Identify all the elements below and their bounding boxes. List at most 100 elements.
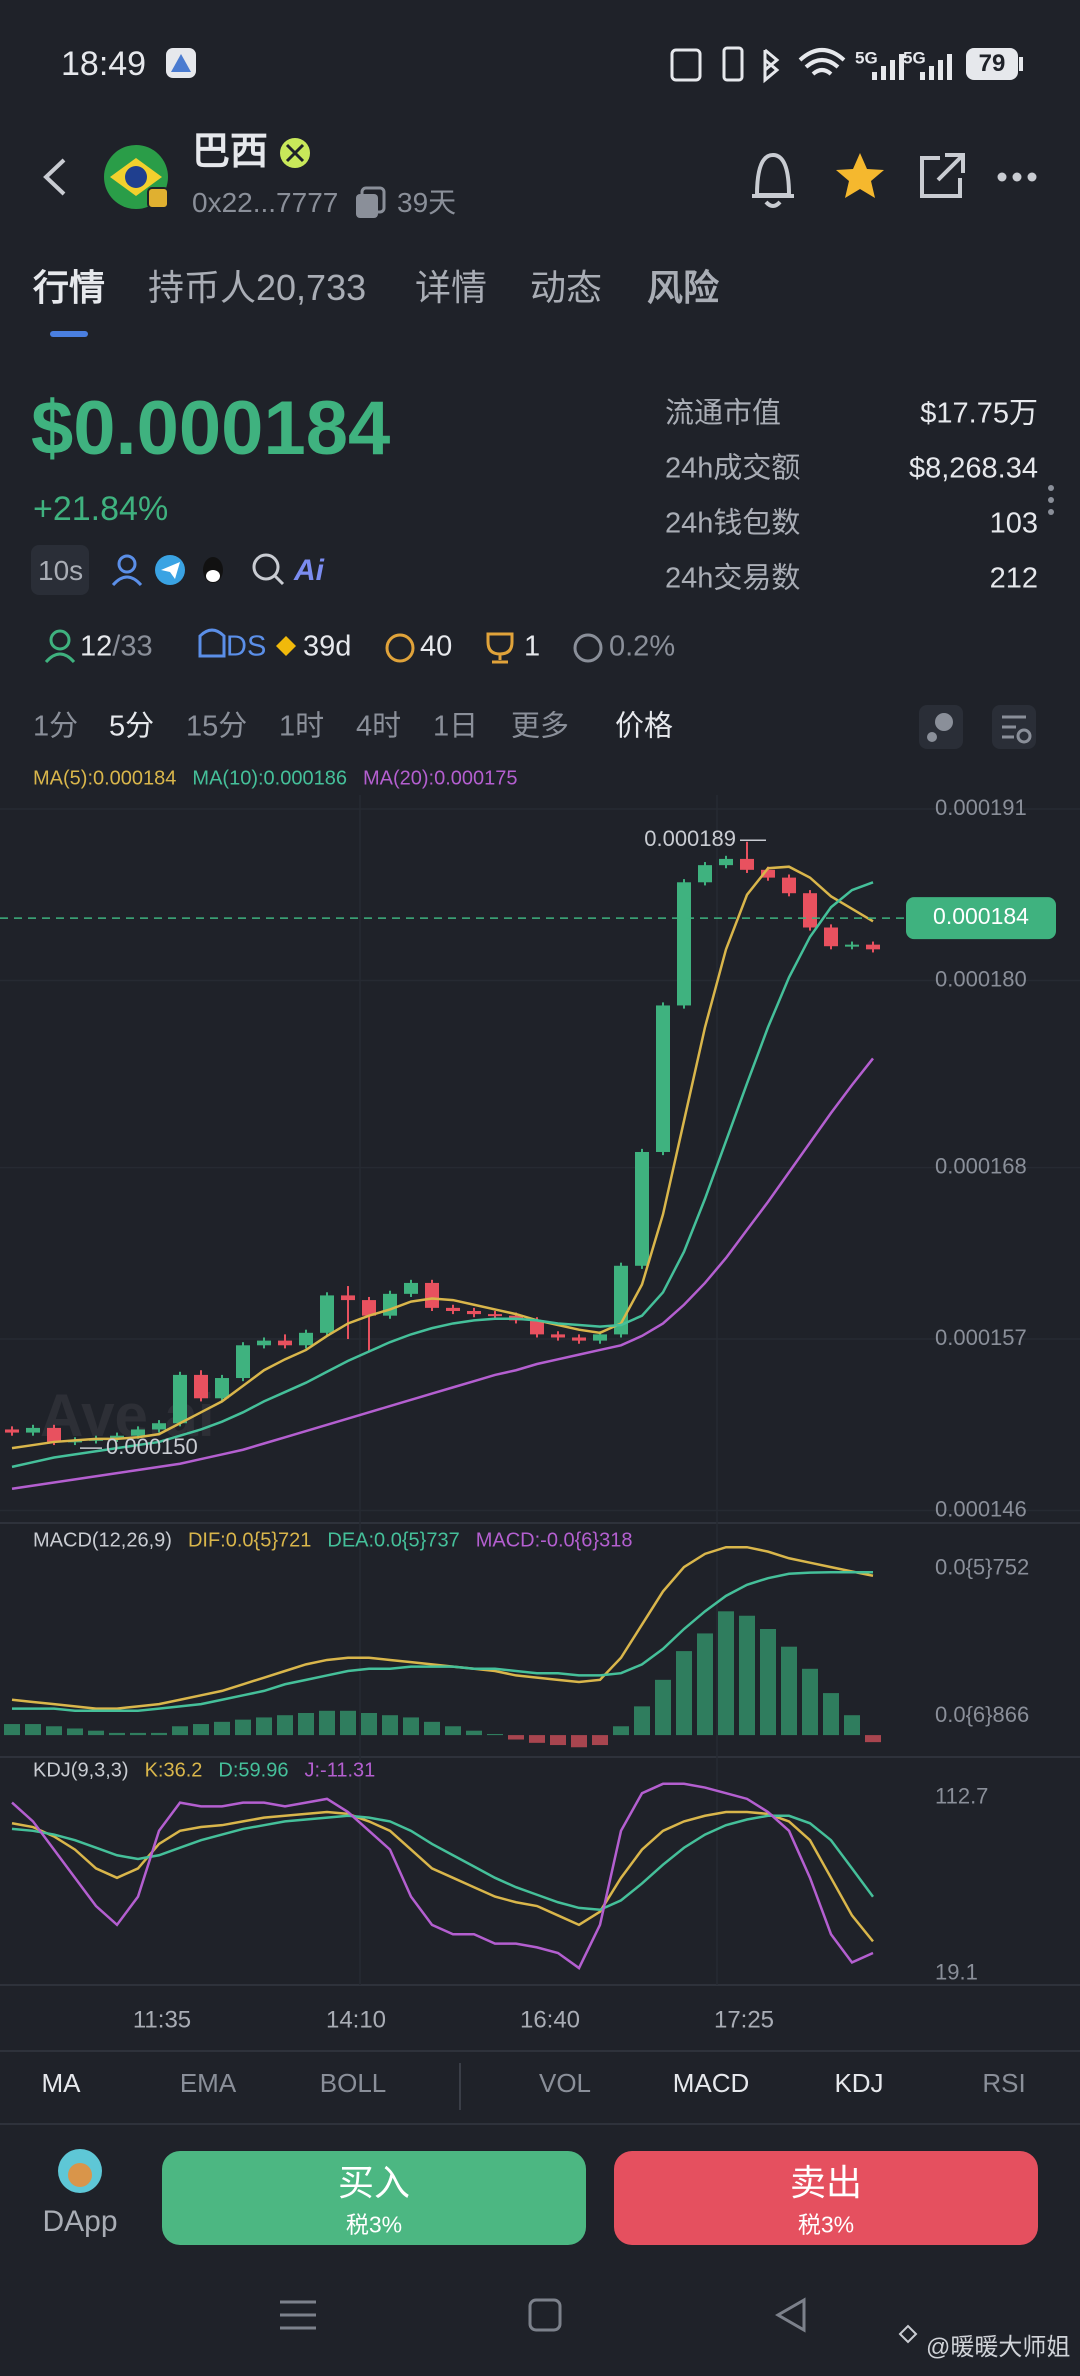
candle-body xyxy=(320,1295,334,1333)
y-tick-label: 0.000168 xyxy=(935,1153,1027,1178)
x-tick-label: 17:25 xyxy=(714,2006,774,2033)
ai-button[interactable]: Ai xyxy=(294,554,324,587)
indicator-line xyxy=(12,1570,873,1713)
tab[interactable]: 动态 xyxy=(530,267,603,308)
buy-button[interactable] xyxy=(162,2151,586,2245)
interval[interactable]: 更多 xyxy=(511,710,570,743)
legend-item: MACD:-0.0{6}318 xyxy=(476,1529,633,1551)
battery-tip xyxy=(1019,57,1023,71)
side-dot xyxy=(1048,497,1054,503)
candle-body xyxy=(488,1314,502,1317)
nav-back[interactable] xyxy=(774,2297,806,2333)
candle-body xyxy=(47,1427,61,1442)
macd-bar xyxy=(277,1715,293,1736)
macd-bar xyxy=(172,1726,188,1736)
back-icon[interactable] xyxy=(43,158,66,196)
bell-icon[interactable] xyxy=(752,152,794,208)
macd-bar xyxy=(844,1715,860,1736)
legend-item: MA(5):0.000184 xyxy=(33,767,176,789)
interval[interactable]: 1时 xyxy=(279,710,325,743)
network-label: 5G xyxy=(855,48,878,68)
macd-bar xyxy=(403,1717,419,1736)
candle-body xyxy=(383,1293,397,1316)
more-dot xyxy=(1012,172,1022,182)
macd-bar xyxy=(361,1713,377,1736)
stat-value: $8,268.34 xyxy=(908,452,1038,485)
holders-total: /33 xyxy=(112,630,153,663)
indicator-tab[interactable]: RSI xyxy=(982,2068,1026,2098)
candle-body xyxy=(572,1337,586,1341)
wifi-icon xyxy=(798,48,846,76)
macd-bar xyxy=(25,1724,41,1736)
verified-glyph xyxy=(285,143,305,163)
nav-menu[interactable] xyxy=(280,2300,316,2330)
share-icon[interactable] xyxy=(920,153,965,198)
copy-icon[interactable] xyxy=(356,194,378,218)
indicator-tab[interactable]: EMA xyxy=(179,2068,237,2098)
tab[interactable]: 详情 xyxy=(415,267,488,308)
rate-icon xyxy=(573,633,603,663)
interval[interactable]: 价格 xyxy=(615,710,674,743)
macd-bar xyxy=(592,1735,608,1746)
candle-body xyxy=(719,858,733,866)
sell-button[interactable] xyxy=(614,2151,1038,2245)
x-tick-label: 14:10 xyxy=(326,2006,386,2033)
battery-level: 79 xyxy=(978,50,1006,77)
macd-bar xyxy=(4,1724,20,1736)
indicator-line xyxy=(11,865,874,1450)
holder-icon-body xyxy=(44,652,76,664)
dapp-label[interactable]: DApp xyxy=(42,2205,118,2238)
indicator-line xyxy=(11,881,874,1469)
legend-item: MA(10):0.000186 xyxy=(192,767,347,789)
candle-body xyxy=(236,1345,250,1379)
candle-body xyxy=(467,1310,481,1315)
star-icon[interactable] xyxy=(836,153,884,198)
tool-icon xyxy=(935,713,953,731)
refresh-interval[interactable]: 10s xyxy=(38,555,84,586)
search-handle xyxy=(273,574,285,586)
token-address[interactable]: 0x22...7777 xyxy=(192,187,339,218)
macd-bar xyxy=(88,1730,104,1736)
tab[interactable]: 持币人20,733 xyxy=(148,267,367,308)
macd-bar xyxy=(739,1615,755,1736)
macd-bar xyxy=(67,1728,83,1736)
indicator-tab[interactable]: VOL xyxy=(538,2068,592,2098)
interval[interactable]: 4时 xyxy=(356,710,402,743)
indicator-line xyxy=(11,1814,875,1912)
holders: 12/33 xyxy=(80,630,153,663)
search-icon[interactable] xyxy=(252,553,280,581)
indicator-tab[interactable]: BOLL xyxy=(319,2068,387,2098)
macd-bar xyxy=(823,1693,839,1736)
indicator-tab[interactable]: KDJ xyxy=(834,2068,884,2098)
side-dot xyxy=(1048,485,1054,491)
indicator-tab[interactable]: MA xyxy=(41,2068,81,2098)
candle-body xyxy=(551,1334,565,1338)
candle-body xyxy=(257,1340,271,1346)
holder-icon xyxy=(49,629,71,651)
more-dot xyxy=(1027,172,1037,182)
macd-bar xyxy=(550,1735,566,1746)
dev-label: DS xyxy=(226,630,267,663)
indicator-line xyxy=(11,1057,874,1490)
interval[interactable]: 1分 xyxy=(33,710,79,743)
y-tick-label: 0.000191 xyxy=(935,795,1027,820)
interval[interactable]: 1日 xyxy=(433,710,479,743)
dev-age: 39d xyxy=(303,630,352,663)
more-dot[interactable] xyxy=(997,172,1007,182)
candle-body xyxy=(362,1300,376,1316)
nav-home[interactable] xyxy=(528,2298,562,2332)
interval[interactable]: 15分 xyxy=(186,710,248,743)
nfc-icon xyxy=(670,48,702,82)
interval[interactable]: 5分 xyxy=(109,710,155,743)
y-tick-label: 0.000157 xyxy=(935,1325,1027,1350)
macd-bar xyxy=(319,1710,335,1736)
tab[interactable]: 风险 xyxy=(647,267,720,308)
macd-bar xyxy=(865,1735,881,1743)
y-tick-label: 0.000146 xyxy=(935,1496,1027,1521)
last-price-tag xyxy=(906,897,1056,940)
buy-label: 买入 xyxy=(337,2162,411,2203)
app-icon-glyph xyxy=(171,54,191,72)
indicator-tab[interactable]: MACD xyxy=(672,2068,750,2098)
stat-label: 24h成交额 xyxy=(665,452,801,485)
tab[interactable]: 行情 xyxy=(33,267,106,308)
